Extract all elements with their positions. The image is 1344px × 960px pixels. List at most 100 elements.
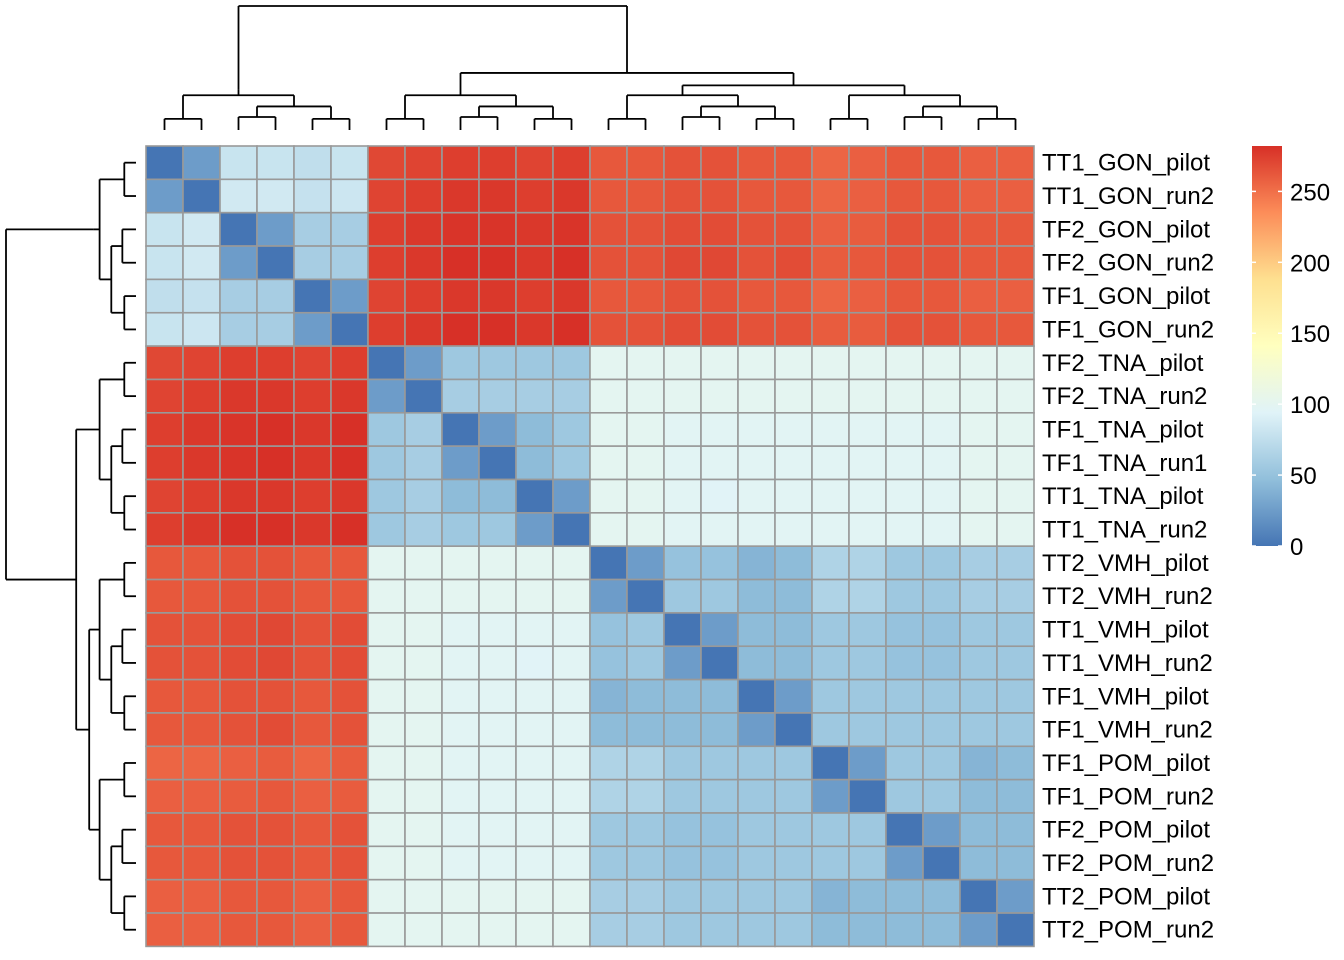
heatmap-cell (330, 745, 369, 781)
heatmap-cell (330, 478, 369, 514)
heatmap-cell (737, 812, 776, 848)
heatmap-cell (848, 311, 887, 347)
heatmap-cell (404, 345, 443, 381)
heatmap-cell (441, 245, 480, 281)
heatmap-cell (552, 778, 591, 814)
heatmap-cell (515, 311, 554, 347)
heatmap-cell (256, 645, 295, 681)
heatmap-cell (145, 645, 184, 681)
heatmap-cell (663, 545, 702, 581)
heatmap-cell (552, 378, 591, 414)
heatmap-cell (626, 545, 665, 581)
heatmap-cell (811, 812, 850, 848)
heatmap-cell (885, 512, 924, 547)
heatmap-cell (922, 778, 961, 814)
heatmap-cell (552, 311, 591, 347)
heatmap-cell (182, 278, 221, 314)
heatmap-cell (219, 578, 258, 614)
heatmap-cell (774, 612, 813, 648)
heatmap-cell (885, 345, 924, 381)
heatmap-cell (700, 845, 739, 881)
heatmap-cell (478, 912, 517, 948)
heatmap-cell (663, 745, 702, 781)
heatmap-cell (737, 278, 776, 314)
heatmap-cell (737, 178, 776, 214)
heatmap-cell (182, 211, 221, 247)
heatmap-cell (145, 178, 184, 214)
heatmap-cell (700, 678, 739, 714)
heatmap-cell (330, 445, 369, 481)
heatmap-cell (404, 545, 443, 581)
heatmap-cell (811, 912, 850, 948)
heatmap-cell (145, 512, 184, 547)
heatmap-cell (663, 411, 702, 447)
heatmap-cell (774, 478, 813, 514)
heatmap-cell (700, 478, 739, 514)
heatmap-cell (552, 912, 591, 948)
legend-tick-label: 250 (1290, 179, 1330, 206)
heatmap-cell (219, 145, 258, 181)
row-label: TF1_VMH_pilot (1042, 683, 1209, 710)
heatmap-cell (515, 912, 554, 948)
heatmap-cell (515, 812, 554, 848)
heatmap-cell (219, 878, 258, 914)
heatmap-cell (478, 678, 517, 714)
heatmap-cell (811, 778, 850, 814)
heatmap-cell (182, 745, 221, 781)
heatmap-cell (145, 612, 184, 648)
row-label: TF1_POM_run2 (1042, 783, 1214, 810)
heatmap-cell (330, 345, 369, 381)
heatmap-cell (626, 311, 665, 347)
heatmap-cell (626, 678, 665, 714)
heatmap-cell (478, 445, 517, 481)
heatmap-cell (330, 812, 369, 848)
heatmap-cell (626, 612, 665, 648)
heatmap-cell (478, 645, 517, 681)
heatmap-cell (959, 612, 998, 648)
heatmap-cell (367, 912, 406, 948)
heatmap-cell (478, 411, 517, 447)
row-label: TF2_GON_run2 (1042, 250, 1214, 277)
heatmap-cell (737, 345, 776, 381)
heatmap-cell (256, 411, 295, 447)
heatmap-cell (848, 478, 887, 514)
heatmap-cell (478, 578, 517, 614)
heatmap-cell (626, 645, 665, 681)
heatmap-cell (293, 145, 332, 181)
heatmap-cell (737, 712, 776, 748)
row-label: TT2_VMH_pilot (1042, 550, 1209, 577)
heatmap-cell (515, 178, 554, 214)
heatmap-cell (663, 378, 702, 414)
heatmap-cell (996, 578, 1035, 614)
heatmap-cell (219, 211, 258, 247)
heatmap-cell (293, 712, 332, 748)
heatmap-cell (885, 311, 924, 347)
heatmap-cell (996, 478, 1035, 514)
heatmap-cell (367, 678, 406, 714)
heatmap-cell (293, 545, 332, 581)
heatmap-cell (811, 145, 850, 181)
heatmap-cell (774, 311, 813, 347)
row-label: TT2_POM_pilot (1042, 883, 1210, 910)
heatmap-cell (959, 378, 998, 414)
heatmap-cell (182, 512, 221, 547)
heatmap-cell (478, 845, 517, 881)
heatmap-cell (589, 878, 628, 914)
heatmap-cell (774, 878, 813, 914)
heatmap-cell (182, 345, 221, 381)
heatmap-cell (330, 178, 369, 214)
heatmap-cell (145, 578, 184, 614)
heatmap-cell (441, 345, 480, 381)
heatmap-cell (293, 345, 332, 381)
heatmap-cell (626, 278, 665, 314)
heatmap-cell (922, 278, 961, 314)
heatmap-cell (145, 445, 184, 481)
heatmap-cell (663, 178, 702, 214)
heatmap-cell (515, 512, 554, 547)
heatmap-cell (589, 278, 628, 314)
heatmap-cell (441, 311, 480, 347)
heatmap-cell (182, 878, 221, 914)
heatmap-cell (848, 645, 887, 681)
heatmap-cell (848, 411, 887, 447)
legend-tick-label: 200 (1290, 250, 1330, 277)
